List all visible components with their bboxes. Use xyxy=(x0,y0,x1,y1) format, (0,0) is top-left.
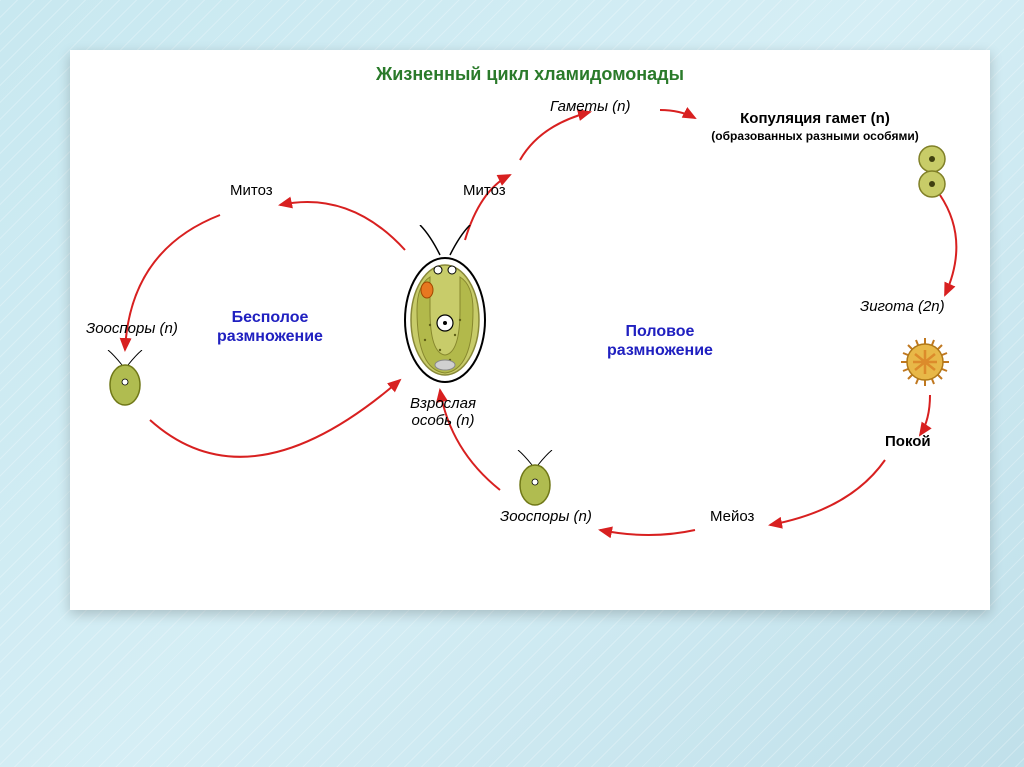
copulation-cells xyxy=(905,142,960,202)
diagram-panel: Жизненный цикл хламидомонады Г xyxy=(70,50,990,610)
asexual-label: Бесполое размножение xyxy=(205,308,335,346)
meiosis-label: Мейоз xyxy=(710,508,754,525)
copulation-label: Копуляция гамет (n) (образованных разным… xyxy=(700,110,930,144)
zoospores-left-label: Зооспоры (n) xyxy=(86,320,178,337)
zoospores-right-label: Зооспоры (n) xyxy=(500,508,592,525)
gametes-label: Гаметы (n) xyxy=(550,98,631,115)
zoospore-right-cell xyxy=(510,450,560,510)
zygote-label: Зигота (2n) xyxy=(860,298,945,315)
mitosis-left-label: Митоз xyxy=(230,182,273,199)
zoospore-left-cell xyxy=(100,350,150,410)
copulation-sub-text: (образованных разными особями) xyxy=(711,129,918,143)
rest-label: Покой xyxy=(885,433,931,450)
diagram-title: Жизненный цикл хламидомонады xyxy=(70,64,990,85)
sexual-label: Половое размножение xyxy=(590,322,730,360)
mitosis-right-label: Митоз xyxy=(463,182,506,199)
copulation-text: Копуляция гамет (n) xyxy=(740,110,890,127)
adult-label: Взрослая особь (n) xyxy=(388,395,498,430)
adult-cell xyxy=(400,225,490,395)
zygote-cell xyxy=(898,335,953,390)
